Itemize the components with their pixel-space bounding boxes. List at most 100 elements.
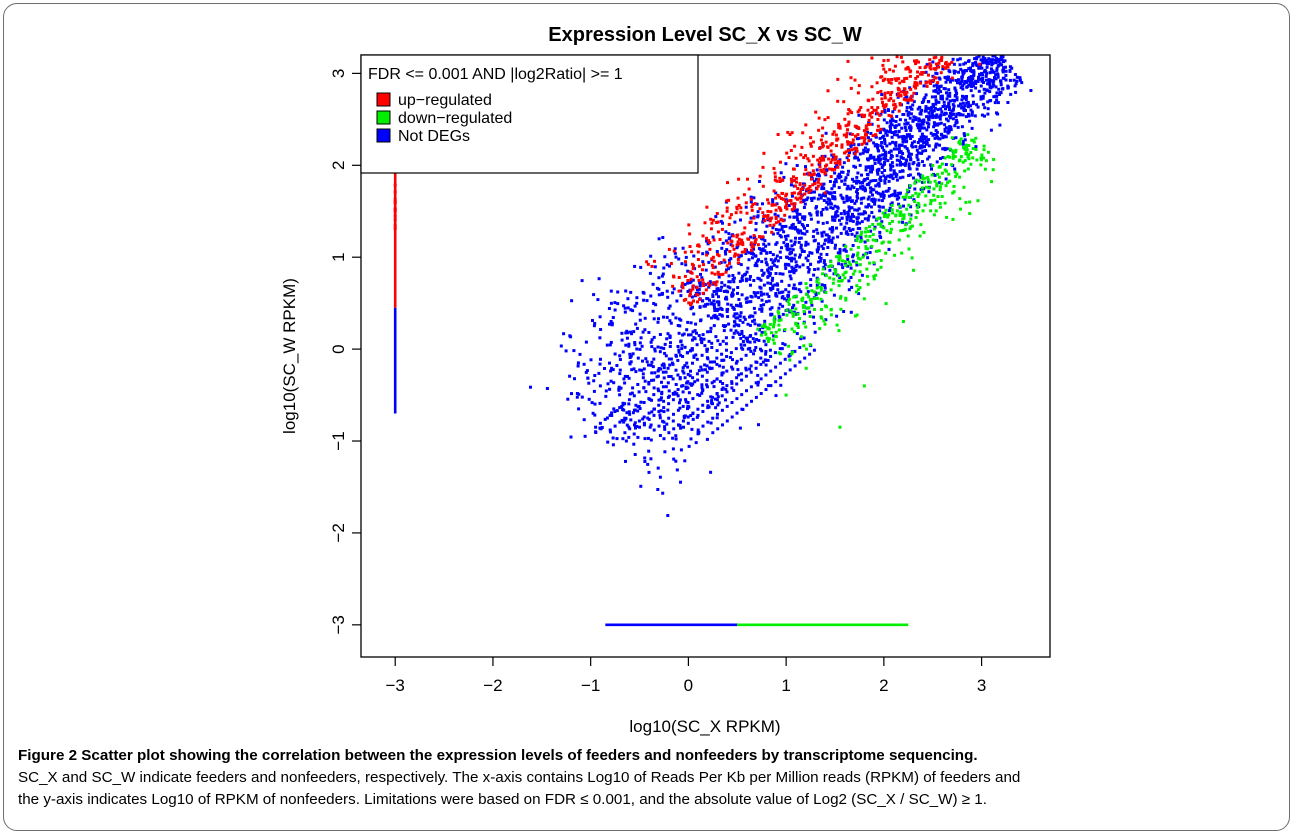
point-down-regulated xyxy=(831,281,835,285)
point-not-deg xyxy=(816,197,820,201)
point-not-deg xyxy=(715,250,719,253)
point-not-deg xyxy=(933,114,937,118)
point-not-deg xyxy=(627,376,631,380)
point-not-deg xyxy=(801,224,805,228)
point-not-deg xyxy=(972,74,976,77)
point-not-deg xyxy=(765,251,769,255)
point-not-deg xyxy=(749,283,752,287)
point-not-deg xyxy=(866,148,870,152)
point-not-deg xyxy=(644,390,648,394)
point-not-deg xyxy=(881,205,885,209)
point-not-deg xyxy=(604,389,608,393)
point-up-regulated xyxy=(894,79,898,82)
point-up-regulated xyxy=(817,128,821,132)
point-not-deg xyxy=(681,419,685,423)
point-not-deg xyxy=(696,428,700,432)
point-up-regulated xyxy=(833,161,837,165)
point-up-regulated xyxy=(718,261,721,265)
point-not-deg xyxy=(749,300,753,304)
point-not-deg xyxy=(853,201,857,205)
point-not-deg xyxy=(638,368,642,372)
point-not-deg xyxy=(589,358,593,362)
point-up-regulated xyxy=(696,250,700,254)
point-not-deg xyxy=(584,340,588,344)
point-up-regulated xyxy=(781,197,785,201)
point-not-deg xyxy=(804,165,807,169)
point-not-deg xyxy=(725,369,729,373)
point-up-regulated xyxy=(682,298,686,302)
point-not-deg xyxy=(604,394,608,398)
point-up-regulated xyxy=(829,143,833,147)
point-not-deg xyxy=(725,390,729,394)
legend-swatch xyxy=(376,128,391,143)
point-down-regulated xyxy=(884,302,888,306)
point-not-deg xyxy=(719,219,723,223)
point-not-deg xyxy=(865,183,869,187)
point-not-deg xyxy=(756,380,760,384)
point-not-deg xyxy=(959,86,963,90)
point-down-regulated xyxy=(824,305,828,309)
point-not-deg xyxy=(897,144,901,148)
point-not-deg xyxy=(788,274,792,278)
point-not-deg xyxy=(700,374,704,378)
point-down-regulated xyxy=(963,169,967,173)
point-not-deg xyxy=(736,323,740,327)
point-not-deg xyxy=(810,199,814,202)
point-not-deg xyxy=(858,221,862,225)
point-not-deg xyxy=(897,123,901,127)
point-up-regulated xyxy=(792,175,795,179)
point-not-deg xyxy=(760,268,764,272)
point-not-deg xyxy=(777,306,781,310)
point-up-regulated xyxy=(735,243,739,247)
point-not-deg xyxy=(704,268,708,272)
point-up-regulated xyxy=(936,81,940,85)
point-not-deg xyxy=(831,228,835,232)
point-not-deg xyxy=(754,360,758,364)
point-not-deg xyxy=(700,276,704,280)
point-up-regulated xyxy=(711,218,715,222)
figure-frame xyxy=(3,3,1290,831)
point-not-deg xyxy=(833,195,837,199)
point-not-deg xyxy=(932,105,935,109)
point-not-deg xyxy=(710,346,714,349)
point-not-deg xyxy=(871,193,874,197)
point-not-deg xyxy=(834,243,837,247)
point-not-deg xyxy=(842,200,846,204)
point-down-regulated xyxy=(951,156,955,160)
point-down-regulated xyxy=(804,366,808,370)
point-not-deg xyxy=(798,220,802,224)
point-not-deg xyxy=(964,69,967,72)
point-not-deg xyxy=(812,321,816,325)
point-not-deg xyxy=(754,221,758,225)
point-not-deg xyxy=(863,189,867,193)
point-not-deg xyxy=(640,344,644,348)
point-not-deg xyxy=(903,122,907,126)
point-not-deg xyxy=(912,100,916,104)
point-not-deg xyxy=(943,75,947,79)
point-not-deg xyxy=(720,394,724,398)
point-not-deg xyxy=(999,91,1003,95)
point-not-deg xyxy=(903,126,907,129)
point-not-deg xyxy=(662,376,666,380)
point-up-regulated xyxy=(731,244,735,248)
point-not-deg xyxy=(783,297,786,301)
point-not-deg xyxy=(985,72,989,75)
point-not-deg xyxy=(824,131,828,135)
point-not-deg xyxy=(784,162,788,166)
point-not-deg xyxy=(851,259,855,263)
point-not-deg xyxy=(886,159,890,163)
point-not-deg xyxy=(974,79,978,83)
point-up-regulated xyxy=(934,55,938,59)
point-not-deg xyxy=(846,211,850,214)
point-not-deg xyxy=(885,129,889,133)
point-down-regulated xyxy=(933,179,937,183)
point-not-deg xyxy=(673,390,677,394)
point-not-deg xyxy=(686,380,690,384)
point-not-deg xyxy=(880,141,884,144)
point-up-regulated xyxy=(819,138,823,142)
point-not-deg xyxy=(665,315,669,319)
point-not-deg xyxy=(652,317,656,321)
point-not-deg xyxy=(715,292,719,296)
point-not-deg xyxy=(580,395,584,399)
point-up-regulated xyxy=(818,165,822,169)
